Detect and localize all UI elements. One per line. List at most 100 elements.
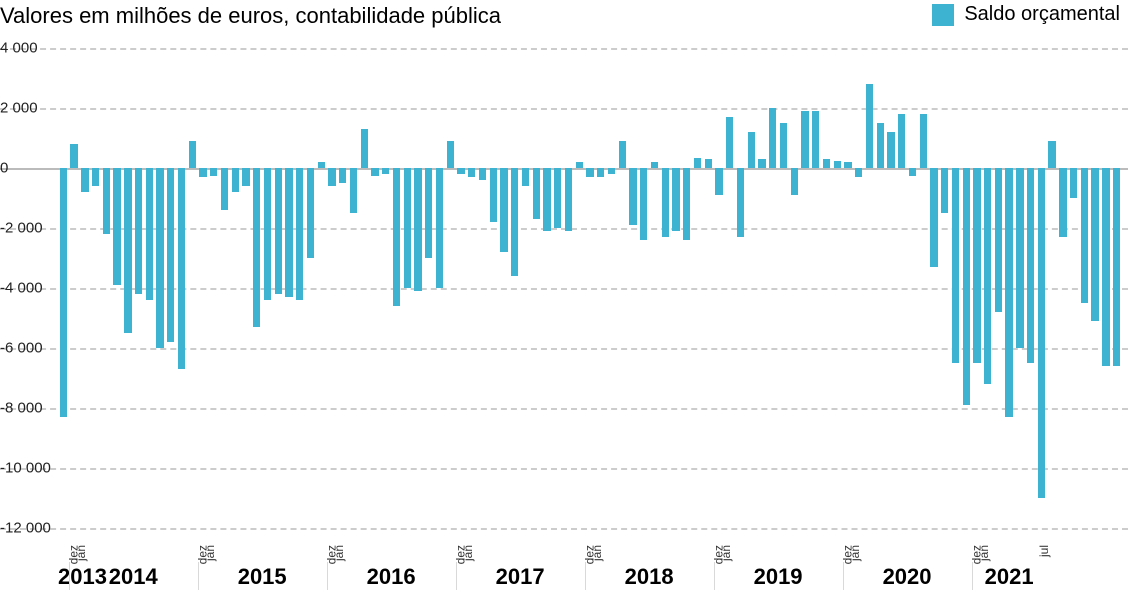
x-axis-month-label: jan <box>461 545 475 561</box>
bar <box>296 168 303 300</box>
bar <box>479 168 486 180</box>
x-axis-month-label: jan <box>719 545 733 561</box>
bar <box>1016 168 1023 348</box>
x-axis-year-label: 2021 <box>972 564 1047 590</box>
x-axis-year-label: 2013 <box>58 564 69 590</box>
bar <box>877 123 884 168</box>
bar <box>898 114 905 168</box>
bar <box>823 159 830 168</box>
bar <box>737 168 744 237</box>
bar <box>984 168 991 384</box>
bar <box>608 168 615 174</box>
bar <box>834 161 841 169</box>
bar <box>855 168 862 177</box>
bar <box>769 108 776 168</box>
bar <box>920 114 927 168</box>
bar <box>339 168 346 183</box>
bar <box>909 168 916 176</box>
x-axis-month-label: jul <box>1037 545 1051 557</box>
bar <box>414 168 421 291</box>
bar <box>189 141 196 168</box>
bar <box>1038 168 1045 498</box>
bar <box>307 168 314 258</box>
bar <box>866 84 873 168</box>
bar <box>371 168 378 176</box>
x-axis-month-label: jan <box>332 545 346 561</box>
bar <box>210 168 217 176</box>
bar <box>791 168 798 195</box>
x-axis-year-label: 2016 <box>327 564 456 590</box>
bar <box>683 168 690 240</box>
bar <box>500 168 507 252</box>
bar <box>436 168 443 288</box>
bar <box>780 123 787 168</box>
bar <box>156 168 163 348</box>
x-axis-year-label: 2019 <box>714 564 843 590</box>
year-separator <box>69 562 70 590</box>
bar <box>726 117 733 168</box>
bar <box>930 168 937 267</box>
x-axis-year-label: 2017 <box>456 564 585 590</box>
bar <box>758 159 765 168</box>
bar <box>715 168 722 195</box>
bar <box>393 168 400 306</box>
x-axis-year-label: 2018 <box>585 564 714 590</box>
y-axis-label: -4 000 <box>0 280 56 297</box>
bar <box>253 168 260 327</box>
bar <box>576 162 583 168</box>
bar <box>1081 168 1088 303</box>
x-axis-month-label: jan <box>977 545 991 561</box>
year-separator <box>972 562 973 590</box>
year-separator <box>327 562 328 590</box>
bar <box>973 168 980 363</box>
year-separator <box>714 562 715 590</box>
legend: Saldo orçamental <box>932 3 1120 26</box>
bar <box>447 141 454 168</box>
gridline <box>0 108 1128 110</box>
bar <box>844 162 851 168</box>
bar <box>457 168 464 174</box>
bar <box>952 168 959 363</box>
y-axis-label: -6 000 <box>0 340 56 357</box>
bar <box>629 168 636 225</box>
bar <box>640 168 647 240</box>
bar <box>490 168 497 222</box>
legend-swatch <box>932 4 954 26</box>
bar <box>404 168 411 288</box>
bar <box>522 168 529 186</box>
bar <box>1005 168 1012 417</box>
bar <box>242 168 249 186</box>
bar <box>705 159 712 168</box>
gridline <box>0 528 1128 530</box>
bar <box>543 168 550 231</box>
bar <box>382 168 389 174</box>
y-axis-label: 4 000 <box>0 40 56 57</box>
bar <box>178 168 185 369</box>
bar <box>748 132 755 168</box>
y-axis-label: -12 000 <box>0 520 56 537</box>
bar <box>350 168 357 213</box>
bar <box>113 168 120 285</box>
bar <box>285 168 292 297</box>
x-axis-year-label: 2015 <box>198 564 327 590</box>
x-axis-month-label: jan <box>848 545 862 561</box>
bar <box>328 168 335 186</box>
y-axis-label: -8 000 <box>0 400 56 417</box>
bar <box>1027 168 1034 363</box>
bar <box>1091 168 1098 321</box>
bar <box>651 162 658 168</box>
x-axis-year-label: 2014 <box>69 564 198 590</box>
bar <box>221 168 228 210</box>
bar <box>92 168 99 186</box>
bar <box>1113 168 1120 366</box>
x-axis-month-label: jan <box>203 545 217 561</box>
gridline <box>0 48 1128 50</box>
bar <box>995 168 1002 312</box>
bar <box>801 111 808 168</box>
bar <box>318 162 325 168</box>
bar <box>941 168 948 213</box>
bar <box>146 168 153 300</box>
bar <box>264 168 271 300</box>
x-axis-month-label: jan <box>74 545 88 561</box>
bar <box>662 168 669 237</box>
